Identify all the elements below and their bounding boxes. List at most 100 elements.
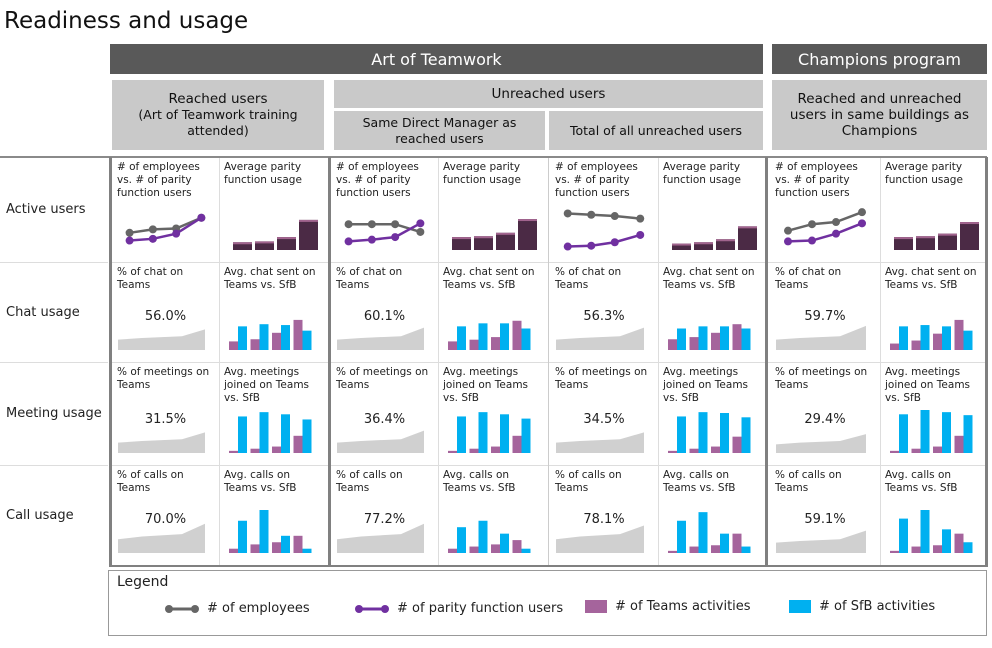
cell-title: % of calls on Teams xyxy=(775,469,842,494)
sfb-swatch-icon xyxy=(789,600,811,613)
group-border xyxy=(765,157,768,567)
sfb-bar xyxy=(302,419,312,453)
teams-bar xyxy=(491,337,500,350)
employees-point xyxy=(563,209,572,218)
cell-title: # of employees vs. # of parity function … xyxy=(775,161,858,199)
cell-title: Avg. chat sent on Teams vs. SfB xyxy=(443,266,535,291)
sfb-bar xyxy=(942,412,951,453)
usage-bar-cap xyxy=(716,239,735,242)
cell-chat-right: Avg. chat sent on Teams vs. SfB xyxy=(880,262,987,362)
group-border xyxy=(328,157,331,567)
cell-meeting-left: % of meetings on Teams 29.4% xyxy=(770,362,880,465)
cell-call-left: % of calls on Teams 70.0% xyxy=(112,465,219,565)
cell-call-left: % of calls on Teams 59.1% xyxy=(770,465,880,565)
subheader-total-unreached: Total of all unreached users xyxy=(549,111,763,150)
cell-chat-left: % of chat on Teams 59.7% xyxy=(770,262,880,362)
cell-meeting-right: Avg. meetings joined on Teams vs. SfB xyxy=(219,362,328,465)
employees-line xyxy=(129,216,202,235)
parity-point xyxy=(808,236,816,245)
usage-bar-cap xyxy=(694,242,713,245)
parity-line xyxy=(787,222,863,243)
cell-meeting-left: % of meetings on Teams 36.4% xyxy=(331,362,438,465)
cell-active-left: # of employees vs. # of parity function … xyxy=(112,157,219,262)
trend-area xyxy=(118,523,205,553)
header-art-of-teamwork: Art of Teamwork xyxy=(110,44,763,74)
trend-area xyxy=(118,329,205,350)
usage-bar-cap xyxy=(496,232,515,235)
sfb-bar xyxy=(698,412,708,453)
trend-area xyxy=(556,432,644,453)
cell-title: % of chat on Teams xyxy=(117,266,184,291)
cell-call-right: Avg. calls on Teams vs. SfB xyxy=(658,465,765,565)
usage-bar xyxy=(938,233,957,250)
usage-bar-cap xyxy=(960,222,979,225)
teams-bar xyxy=(711,545,720,553)
employees-point xyxy=(416,227,425,236)
legend-label: # of SfB activities xyxy=(819,599,936,614)
trend-area xyxy=(776,434,866,453)
parity-line xyxy=(567,233,641,248)
trend-area xyxy=(337,523,424,553)
cell-title: Average parity function usage xyxy=(663,161,741,186)
parity-point xyxy=(610,238,619,247)
percent-value: 59.7% xyxy=(804,309,846,324)
sfb-bar xyxy=(963,542,973,553)
teams-bar xyxy=(293,535,303,553)
trend-area xyxy=(776,325,866,350)
sfb-bar xyxy=(720,326,729,350)
cell-title: Avg. calls on Teams vs. SfB xyxy=(885,469,958,494)
teams-bar xyxy=(689,448,699,453)
sfb-bar xyxy=(457,527,466,553)
teams-bar xyxy=(469,339,479,350)
sfb-bar xyxy=(238,416,247,453)
parity-point xyxy=(172,229,181,238)
sfb-bar xyxy=(899,326,908,350)
sfb-bar xyxy=(281,325,290,350)
usage-bar xyxy=(672,243,691,250)
employees-point xyxy=(636,214,645,223)
cell-title: Avg. calls on Teams vs. SfB xyxy=(443,469,516,494)
usage-bar xyxy=(277,237,296,250)
usage-bar xyxy=(496,232,515,250)
usage-bar xyxy=(299,219,318,250)
sfb-bar xyxy=(238,520,247,553)
teams-bar xyxy=(469,448,479,453)
subheader-unreached-users: Unreached users xyxy=(334,80,763,108)
teams-bar xyxy=(732,324,742,350)
usage-bar xyxy=(738,226,757,250)
cell-active-left: # of employees vs. # of parity function … xyxy=(770,157,880,262)
employees-point xyxy=(587,210,596,219)
teams-bar xyxy=(229,548,238,553)
teams-bar xyxy=(732,436,742,453)
reached-users-label: Reached users xyxy=(168,91,268,107)
teams-bar xyxy=(890,550,899,553)
parity-point xyxy=(391,233,400,242)
cell-title: # of employees vs. # of parity function … xyxy=(117,161,200,199)
cell-title: Avg. chat sent on Teams vs. SfB xyxy=(663,266,755,291)
cell-divider xyxy=(438,158,439,565)
cell-meeting-left: % of meetings on Teams 31.5% xyxy=(112,362,219,465)
sparkline-chart xyxy=(118,329,205,350)
legend-item-employees: # of employees xyxy=(165,601,310,616)
percent-value: 34.5% xyxy=(583,412,625,427)
sfb-bar xyxy=(942,326,951,350)
percent-value: 56.0% xyxy=(144,309,187,324)
sparkline-chart xyxy=(668,324,751,350)
teams-bar xyxy=(293,435,303,453)
parity-point xyxy=(148,234,157,243)
sparkline-chart xyxy=(890,410,973,453)
parity-point xyxy=(125,236,134,245)
cell-title: % of calls on Teams xyxy=(117,469,184,494)
usage-bar-cap xyxy=(452,237,471,240)
cell-title: Avg. chat sent on Teams vs. SfB xyxy=(224,266,316,291)
teams-bar xyxy=(668,450,677,453)
cell-chat-left: % of chat on Teams 56.3% xyxy=(550,262,658,362)
parity-line xyxy=(348,222,421,243)
cell-active-right: Average parity function usage xyxy=(219,157,328,262)
usage-bar-cap xyxy=(233,242,252,245)
grid-bottom-border xyxy=(110,565,987,567)
sfb-bar xyxy=(720,413,729,453)
usage-bar xyxy=(255,241,274,250)
sfb-bar xyxy=(259,510,269,553)
parity-point xyxy=(832,229,840,238)
